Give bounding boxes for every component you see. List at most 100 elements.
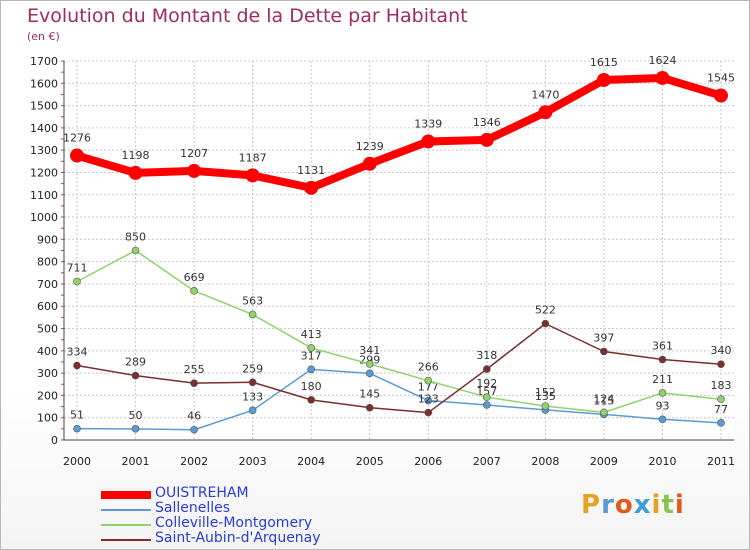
logo-letter: r [601,490,615,520]
x-tick-label: 2008 [531,455,559,468]
x-tick-label: 2007 [473,455,501,468]
y-tick-label: 1400 [30,122,58,135]
data-label: 1624 [648,54,676,67]
logo-letter: t [661,490,675,520]
data-point [541,319,550,328]
data-point [600,408,608,417]
legend-label: Colleville-Montgomery [155,515,313,531]
data-point [190,425,198,434]
data-point [190,379,198,387]
series-line [76,322,722,414]
x-tick-label: 2011 [707,455,735,468]
data-point [304,180,319,195]
y-tick-label: 400 [37,345,58,358]
data-label: 46 [187,410,201,423]
x-tick-label: 2009 [590,455,618,468]
series-line [76,249,722,414]
data-point [717,419,725,427]
legend-label: OUISTREHAM [155,485,249,501]
x-tick-label: 2005 [356,455,384,468]
logo-letter: i [674,490,685,520]
data-label: 522 [535,304,556,317]
data-point [600,347,608,356]
y-tick-label: 1100 [30,189,58,202]
data-label: 145 [359,388,380,401]
legend-label: Sallenelles [155,500,231,516]
data-point [245,168,260,183]
data-label: 157 [476,385,497,398]
data-label: 318 [476,349,497,362]
data-point [483,401,491,409]
data-label: 850 [125,231,146,244]
data-label: 1239 [356,140,384,153]
data-label: 183 [711,379,732,392]
data-point [73,361,81,370]
data-point [596,72,611,87]
data-label: 397 [593,331,614,344]
y-tick-label: 300 [37,367,58,380]
y-unit-label: (en €) [27,30,60,43]
data-label: 1198 [122,149,150,162]
data-label: 77 [714,403,728,416]
data-label: 115 [593,394,614,407]
legend-swatch [101,491,151,499]
data-label: 50 [129,409,143,422]
data-label: 255 [184,363,205,376]
y-tick-label: 800 [37,256,58,269]
data-point [190,287,198,295]
data-point [131,246,140,255]
data-label: 1276 [63,132,91,145]
data-point [538,105,553,120]
data-point [658,415,667,424]
x-tick-label: 2003 [239,455,267,468]
data-point [307,396,315,404]
data-label: 563 [242,294,263,307]
data-label: 317 [301,349,322,362]
data-label: 1346 [473,116,501,129]
data-label: 123 [418,393,439,406]
data-label: 152 [535,386,556,399]
y-tick-label: 0 [51,434,58,447]
data-point [717,395,725,404]
data-point [73,424,81,433]
data-point [541,402,550,410]
data-label: 361 [652,340,673,353]
data-point [187,163,202,178]
data-point [128,165,143,180]
y-tick-label: 900 [37,233,58,246]
y-tick-label: 600 [37,300,58,313]
y-tick-label: 1700 [30,55,58,68]
data-label: 669 [184,271,205,284]
data-label: 289 [125,356,146,369]
y-tick-label: 1200 [30,166,58,179]
chart-title: Evolution du Montant de la Dette par Hab… [27,5,468,27]
x-tick-label: 2004 [297,455,325,468]
data-label: 51 [70,409,84,422]
logo-letter: i [651,490,662,520]
data-label: 1545 [707,72,735,85]
y-tick-label: 1600 [30,77,58,90]
data-point [424,396,433,405]
data-point [658,355,667,364]
data-point [131,371,140,380]
y-tick-label: 200 [37,389,58,402]
data-point [307,344,315,352]
legend-label: Saint-Aubin-d'Arquenay [155,530,321,546]
data-point [248,406,257,415]
x-tick-label: 2010 [648,455,676,468]
data-point [362,156,377,171]
data-point [658,389,667,397]
y-tick-label: 1000 [30,211,58,224]
y-tick-label: 1300 [30,144,58,157]
data-label: 1470 [531,88,559,101]
y-tick-label: 700 [37,278,58,291]
data-label: 177 [418,381,439,394]
data-label: 340 [711,344,732,357]
data-point [483,365,491,373]
data-label: 192 [476,377,497,390]
data-label: 266 [418,361,439,374]
data-label: 1187 [239,151,267,164]
proxiti-logo: Proxiti [581,490,685,520]
y-tick-label: 500 [37,323,58,336]
